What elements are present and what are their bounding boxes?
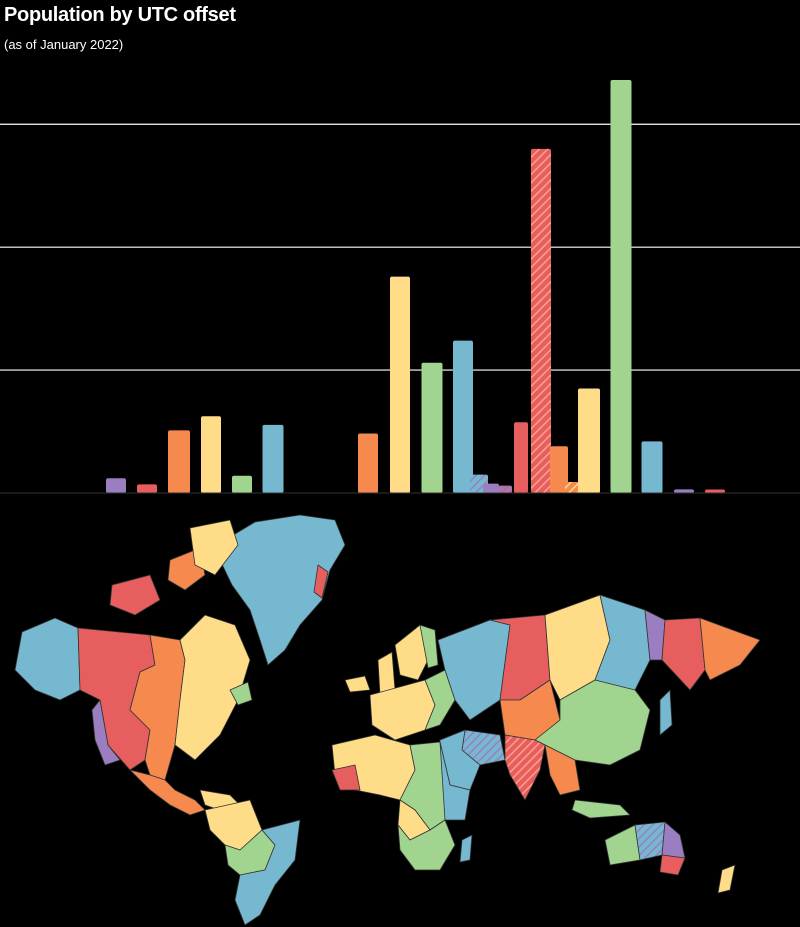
region-indonesia bbox=[571, 799, 631, 819]
bar bbox=[498, 485, 512, 493]
region-china bbox=[534, 679, 651, 766]
region-new-zealand bbox=[717, 864, 736, 894]
bar bbox=[390, 276, 410, 493]
chart-title: Population by UTC offset bbox=[4, 4, 236, 26]
region-greenland-east bbox=[313, 564, 329, 599]
bar bbox=[641, 441, 663, 493]
region-greenland bbox=[219, 514, 346, 666]
bar bbox=[358, 433, 378, 493]
region-south-america-east bbox=[234, 819, 301, 926]
bars bbox=[106, 80, 725, 494]
region-atlantic-canada bbox=[229, 681, 253, 706]
region-arctic-islands-yellow bbox=[189, 519, 239, 576]
region-kamchatka bbox=[699, 617, 761, 681]
bar bbox=[421, 362, 443, 493]
region-madagascar bbox=[459, 834, 473, 863]
region-iceland bbox=[344, 675, 371, 693]
bar bbox=[201, 416, 221, 493]
region-russia-far-east-red bbox=[661, 617, 706, 691]
bar-chart bbox=[0, 80, 800, 494]
region-africa-south bbox=[397, 819, 456, 871]
region-japan bbox=[659, 689, 673, 736]
bar bbox=[483, 483, 499, 493]
region-australia-south-east bbox=[659, 854, 686, 876]
bar bbox=[453, 340, 473, 493]
bar bbox=[514, 422, 528, 493]
bar bbox=[168, 430, 190, 493]
chart-subtitle: (as of January 2022) bbox=[4, 37, 124, 52]
region-alaska bbox=[14, 617, 81, 701]
bar bbox=[106, 478, 126, 493]
bar bbox=[578, 388, 600, 493]
bar bbox=[531, 148, 551, 494]
region-arctic-islands-red bbox=[109, 574, 161, 616]
region-us-pacific bbox=[91, 699, 121, 766]
bar bbox=[610, 80, 632, 493]
region-indochina bbox=[544, 744, 581, 796]
region-australia-west bbox=[604, 824, 641, 866]
world-map bbox=[14, 514, 761, 926]
region-india bbox=[504, 734, 546, 801]
region-africa-west-red bbox=[331, 764, 361, 791]
region-australia-east bbox=[661, 821, 686, 859]
bar bbox=[705, 489, 725, 493]
region-finland bbox=[419, 624, 439, 669]
bar bbox=[262, 424, 284, 493]
bar bbox=[232, 475, 252, 493]
region-north-america-east bbox=[174, 614, 251, 761]
region-mexico bbox=[129, 769, 206, 816]
region-scandinavia bbox=[394, 624, 429, 681]
bar bbox=[565, 481, 579, 493]
bar bbox=[674, 489, 694, 493]
bar bbox=[137, 484, 157, 493]
bar bbox=[550, 446, 568, 493]
region-africa-east bbox=[439, 741, 471, 821]
region-australia-central bbox=[634, 821, 666, 861]
